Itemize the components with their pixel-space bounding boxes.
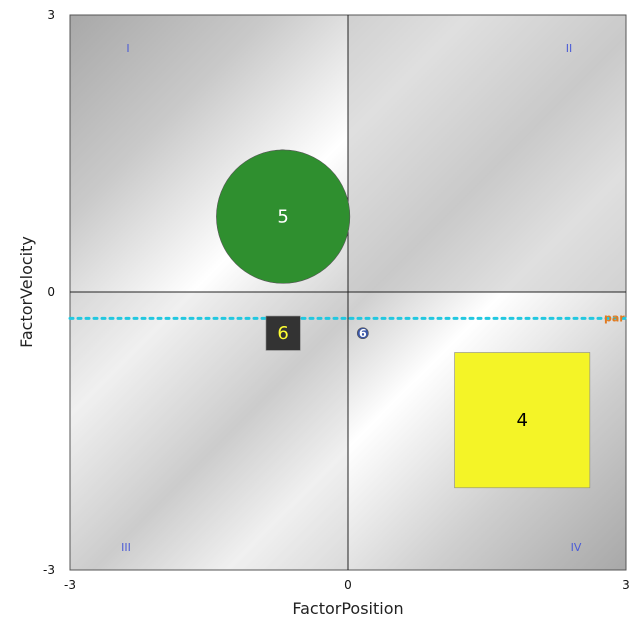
point-label-4-4: 4 [516, 410, 527, 431]
x-axis-title: FactorPosition [292, 599, 403, 618]
quadrant-label-iv: IV [571, 541, 582, 554]
y-axis-title: FactorVelocity [17, 236, 36, 348]
quadrant-iii-shade [70, 292, 348, 570]
quadrant-label-iii: III [121, 541, 131, 554]
y-tick-zero: 0 [47, 285, 55, 299]
bubble-5-1 [216, 149, 351, 284]
x-tick-zero: 0 [344, 578, 352, 592]
y-tick-min: -3 [43, 563, 55, 577]
quadrant-label-ii: II [566, 42, 573, 55]
y-tick-max: 3 [47, 8, 55, 22]
quadrant-label-i: I [126, 42, 129, 55]
x-tick-min: -3 [64, 578, 76, 592]
square-marker-6-2 [265, 315, 301, 351]
quadrant-ii-shade [348, 15, 626, 292]
point-label-6-3: 6 [359, 327, 367, 340]
marks-layer: 25664 [216, 146, 591, 489]
square-marker-4-4 [454, 352, 591, 489]
point-label-5-1: 5 [277, 207, 288, 228]
bubble-6-3 [356, 327, 369, 340]
reference-line-label: par [604, 311, 625, 324]
x-tick-max: 3 [622, 578, 630, 592]
point-label-6-2: 6 [277, 323, 288, 344]
